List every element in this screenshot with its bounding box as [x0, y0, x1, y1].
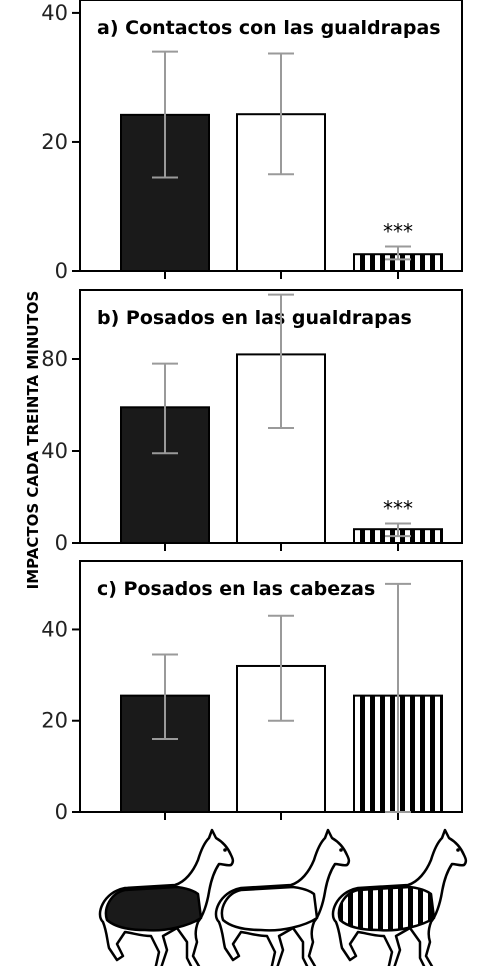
y-axis-label: IMPACTOS CADA TREINTA MINUTOS — [24, 291, 42, 590]
panel-title: b) Posados en las gualdrapas — [97, 307, 412, 329]
horse-striped-blanket-icon — [331, 828, 468, 966]
panel-title: c) Posados en las cabezas — [97, 578, 375, 600]
y-tick-label: 0 — [55, 259, 68, 283]
horse-row — [98, 828, 468, 966]
significance-label: *** — [383, 496, 413, 520]
y-tick-label: 40 — [41, 617, 68, 641]
y-tick-label: 0 — [55, 800, 68, 824]
horse-black-blanket-icon — [98, 828, 235, 966]
y-tick-label: 40 — [41, 1, 68, 25]
y-tick-label: 40 — [41, 439, 68, 463]
y-tick-label: 20 — [41, 130, 68, 154]
panel-2: b) Posados en las gualdrapas 0 40 80 *** — [41, 289, 463, 555]
significance-label: *** — [383, 219, 413, 243]
y-tick-label: 80 — [41, 347, 68, 371]
horse-white-blanket-icon — [214, 828, 351, 966]
y-tick-label: 0 — [55, 531, 68, 555]
panel-1: a) Contactos con las gualdrapas 0 20 40 *** — [41, 0, 463, 283]
y-tick-label: 20 — [41, 709, 68, 733]
panels: a) Contactos con las gualdrapas02040***b… — [41, 0, 463, 824]
panel-title: a) Contactos con las gualdrapas — [97, 17, 441, 39]
panel-3: c) Posados en las cabezas 0 20 40 — [41, 560, 463, 824]
